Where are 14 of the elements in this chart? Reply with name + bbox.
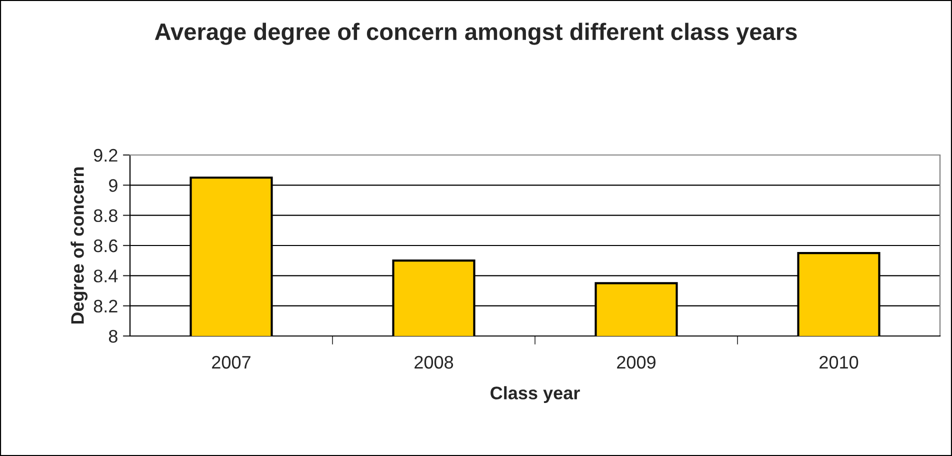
y-tick-label: 8.6 <box>94 239 118 252</box>
x-axis-title: Class year <box>490 386 580 403</box>
y-axis-title: Degree of concern <box>70 167 88 324</box>
y-tick-label: 8.8 <box>94 209 118 222</box>
y-tick-label: 9.2 <box>94 148 118 162</box>
y-tick-label: 8.4 <box>94 270 118 282</box>
x-tick-label: 2009 <box>617 356 656 369</box>
y-tick-label: 8 <box>108 330 118 343</box>
y-tick-label: 9 <box>109 179 118 192</box>
y-tick-label: 8.2 <box>94 300 118 313</box>
x-tick-label: 2010 <box>820 356 858 369</box>
x-tick-label: 2008 <box>414 356 454 369</box>
chart-title: Average degree of concern amongst different class years <box>154 22 797 45</box>
x-tick-label: 2007 <box>212 356 250 369</box>
